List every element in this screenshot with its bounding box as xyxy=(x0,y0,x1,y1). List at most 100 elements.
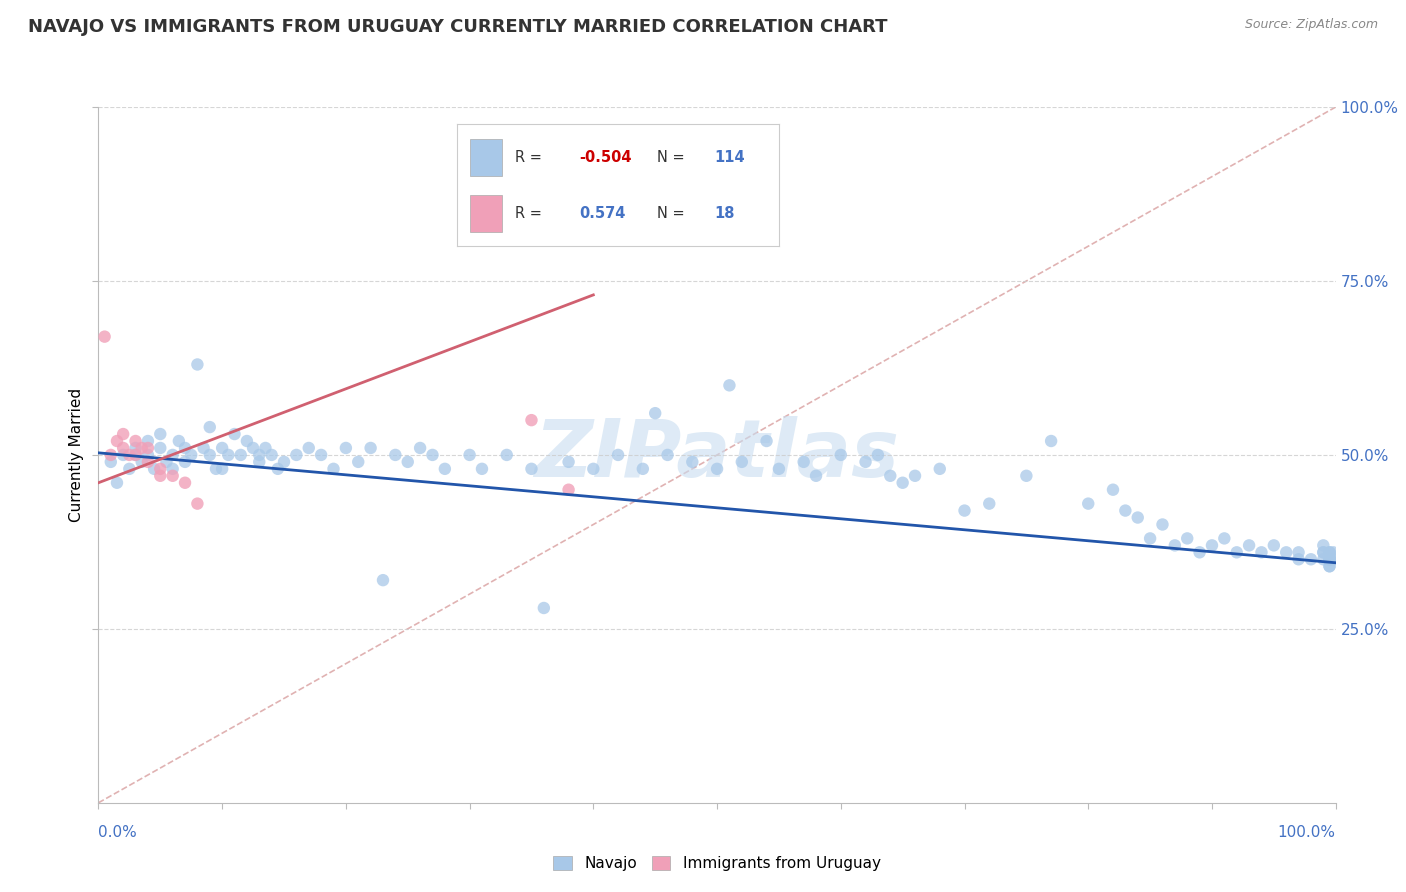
Point xyxy=(520,413,543,427)
Point xyxy=(1312,538,1334,552)
Point xyxy=(1319,559,1341,574)
Point xyxy=(1319,559,1341,574)
Point xyxy=(112,448,135,462)
Text: 0.0%: 0.0% xyxy=(98,825,138,840)
Point xyxy=(136,441,159,455)
Point xyxy=(607,448,630,462)
Point xyxy=(1139,532,1161,546)
Point xyxy=(1299,552,1322,566)
Point xyxy=(879,468,901,483)
Point xyxy=(866,448,889,462)
Point xyxy=(1226,545,1249,559)
Point xyxy=(1288,545,1310,559)
Point xyxy=(112,441,135,455)
Point xyxy=(149,427,172,442)
Text: 100.0%: 100.0% xyxy=(1278,825,1336,840)
Point xyxy=(267,462,290,476)
Point xyxy=(458,448,481,462)
Point xyxy=(1288,552,1310,566)
Point xyxy=(217,448,239,462)
Point xyxy=(804,468,827,483)
Point xyxy=(180,448,202,462)
Point xyxy=(396,455,419,469)
Point xyxy=(260,448,283,462)
Point xyxy=(557,455,579,469)
Point xyxy=(1275,545,1298,559)
Point xyxy=(136,434,159,448)
Point xyxy=(309,448,332,462)
Point xyxy=(105,434,128,448)
Point xyxy=(254,441,277,455)
Point xyxy=(136,448,159,462)
Point xyxy=(118,448,141,462)
Point xyxy=(193,441,215,455)
Point xyxy=(1319,552,1341,566)
Point xyxy=(149,468,172,483)
Point xyxy=(433,462,456,476)
Point xyxy=(520,462,543,476)
Point xyxy=(855,455,877,469)
Point xyxy=(533,601,555,615)
Point xyxy=(1319,545,1341,559)
Point xyxy=(1312,545,1334,559)
Point xyxy=(928,462,950,476)
Point xyxy=(891,475,914,490)
Point xyxy=(1322,545,1344,559)
Point xyxy=(384,448,406,462)
Point xyxy=(1319,552,1341,566)
Point xyxy=(1126,510,1149,524)
Point xyxy=(298,441,321,455)
Point xyxy=(131,441,153,455)
Point xyxy=(1077,497,1099,511)
Text: Source: ZipAtlas.com: Source: ZipAtlas.com xyxy=(1244,18,1378,31)
Point xyxy=(100,455,122,469)
Point xyxy=(371,573,394,587)
Point xyxy=(706,462,728,476)
Point xyxy=(1319,552,1341,566)
Point xyxy=(1263,538,1285,552)
Point xyxy=(143,462,166,476)
Point xyxy=(1319,552,1341,566)
Point xyxy=(681,455,703,469)
Point xyxy=(186,497,208,511)
Point xyxy=(768,462,790,476)
Point xyxy=(495,448,517,462)
Text: ZIPatlas: ZIPatlas xyxy=(534,416,900,494)
Point xyxy=(731,455,754,469)
Point xyxy=(205,462,228,476)
Point xyxy=(236,434,259,448)
Point xyxy=(1164,538,1187,552)
Point xyxy=(124,448,146,462)
Point xyxy=(1322,552,1344,566)
Point xyxy=(1312,545,1334,559)
Point xyxy=(229,448,252,462)
Point xyxy=(793,455,815,469)
Point xyxy=(409,441,432,455)
Point xyxy=(322,462,344,476)
Point xyxy=(93,329,115,343)
Point xyxy=(186,358,208,372)
Point xyxy=(124,441,146,455)
Text: NAVAJO VS IMMIGRANTS FROM URUGUAY CURRENTLY MARRIED CORRELATION CHART: NAVAJO VS IMMIGRANTS FROM URUGUAY CURREN… xyxy=(28,18,887,36)
Point xyxy=(335,441,357,455)
Point xyxy=(211,462,233,476)
Point xyxy=(162,448,184,462)
Y-axis label: Currently Married: Currently Married xyxy=(69,388,84,522)
Point xyxy=(247,455,270,469)
Point xyxy=(105,475,128,490)
Point xyxy=(904,468,927,483)
Point xyxy=(273,455,295,469)
Point xyxy=(162,468,184,483)
Point xyxy=(1114,503,1136,517)
Point xyxy=(211,441,233,455)
Point xyxy=(1319,545,1341,559)
Point xyxy=(1102,483,1125,497)
Point xyxy=(979,497,1001,511)
Point xyxy=(247,448,270,462)
Point xyxy=(1188,545,1211,559)
Point xyxy=(124,434,146,448)
Point xyxy=(644,406,666,420)
Point xyxy=(582,462,605,476)
Point xyxy=(347,455,370,469)
Point xyxy=(557,483,579,497)
